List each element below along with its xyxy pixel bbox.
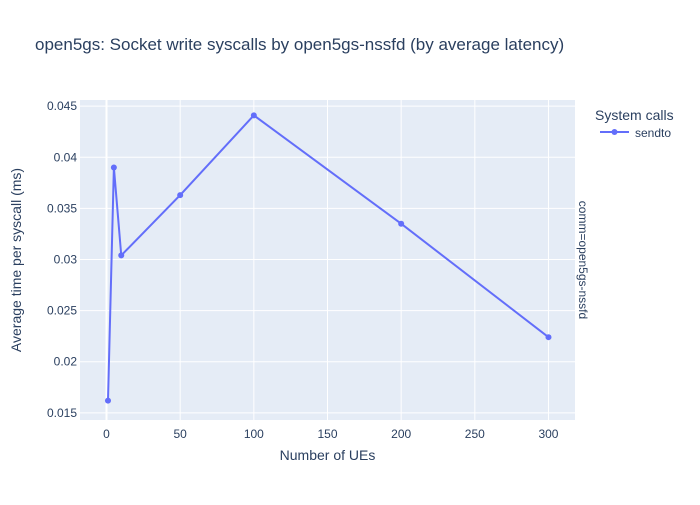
y-axis-label: Average time per syscall (ms) [8,168,24,352]
x-axis-label: Number of UEs [280,447,376,463]
y-tick-label: 0.04 [54,150,78,164]
y-tick-label: 0.03 [54,252,78,266]
x-tick-label: 100 [244,427,264,441]
x-tick-label: 250 [465,427,485,441]
legend-marker-swatch [611,129,618,135]
x-tick-label: 300 [538,427,558,441]
chart-title: open5gs: Socket write syscalls by open5g… [35,35,564,54]
x-tick-label: 50 [173,427,187,441]
tick-label-layer: 0 50 100 150 200 250 300 0.015 0.02 0.025 0.03 0.03… [47,99,559,441]
x-tick-label: 150 [317,427,337,441]
y-tick-label: 0.02 [54,355,78,369]
data-point-sendto [118,252,125,259]
legend-item-sendto[interactable]: sendto [600,126,671,140]
y-tick-label: 0.045 [47,99,77,113]
data-point-sendto [104,397,111,404]
legend-item-label: sendto [635,126,671,140]
legend-title: System calls [595,107,674,123]
data-point-sendto [250,112,257,119]
y-tick-label: 0.015 [47,406,77,420]
y-tick-label: 0.025 [47,304,77,318]
x-tick-label: 0 [103,427,110,441]
x-tick-label: 200 [391,427,411,441]
data-point-sendto [545,334,552,341]
data-point-sendto [398,220,405,227]
facet-label: comm=open5gs-nssfd [576,201,590,319]
series-layer [104,112,552,404]
y-tick-label: 0.035 [47,201,77,215]
data-point-sendto [177,192,184,199]
grid-layer [80,100,575,420]
data-point-sendto [110,164,117,171]
